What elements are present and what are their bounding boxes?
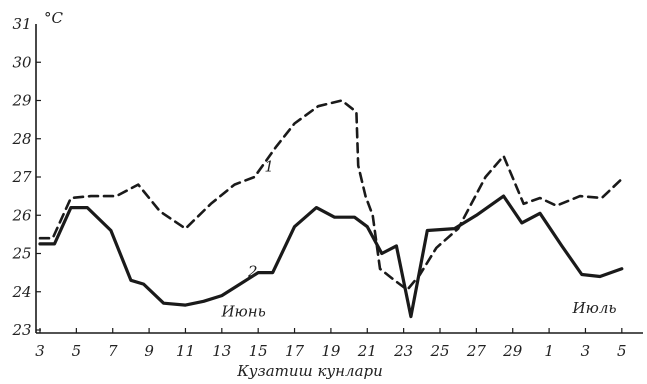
y-tick-label: 26 (11, 206, 32, 224)
x-tick-label: 21 (357, 342, 377, 360)
x-tick-label: 7 (108, 342, 118, 360)
x-tick-label: 23 (393, 342, 413, 360)
month-annotation: Июль (572, 299, 617, 317)
y-tick-label: 23 (11, 321, 31, 339)
y-tick-label: 31 (12, 15, 31, 33)
x-tick-label: 3 (35, 342, 45, 360)
x-tick-label: 13 (212, 342, 231, 360)
y-tick-label: 29 (11, 92, 32, 110)
y-tick-label: 25 (11, 245, 31, 263)
x-axis-title: Кузатиш кунлари (236, 362, 383, 380)
series-2-line (38, 194, 624, 319)
x-tick-label: 1 (544, 342, 554, 360)
series-1-line (38, 99, 624, 292)
y-tick-label: 27 (11, 168, 32, 186)
y-tick-label: 24 (11, 283, 31, 301)
x-tick-label: 9 (144, 342, 154, 360)
x-tick-label: 19 (321, 342, 341, 360)
y-tick-label: 28 (11, 130, 31, 148)
month-annotation: Июнь (220, 303, 265, 321)
x-tick-label: 29 (502, 342, 523, 360)
y-ticks: 23 24 25 26 27 28 29 30 31 (11, 15, 41, 339)
x-tick-label: 17 (285, 342, 305, 360)
x-tick-label: 15 (249, 342, 268, 360)
series-layer: 12 (38, 99, 624, 319)
x-tick-label: 25 (429, 342, 449, 360)
y-axis-unit-label: °C (44, 9, 64, 27)
x-tick-label: 5 (72, 342, 82, 360)
x-tick-label: 27 (466, 342, 487, 360)
x-tick-label: 5 (617, 342, 627, 360)
x-tick-label: 3 (581, 342, 591, 360)
series-1-label: 1 (264, 157, 274, 175)
y-tick-label: 30 (12, 53, 32, 71)
series-2-label: 2 (247, 262, 258, 280)
x-tick-label: 11 (176, 342, 195, 360)
x-ticks: 3 5 7 9 11 13 15 17 19 21 23 25 27 29 1 3 5 (35, 328, 627, 360)
labels-layer: °C Кузатиш кунлари Июнь Июль (44, 9, 617, 380)
chart-axes (35, 24, 643, 334)
